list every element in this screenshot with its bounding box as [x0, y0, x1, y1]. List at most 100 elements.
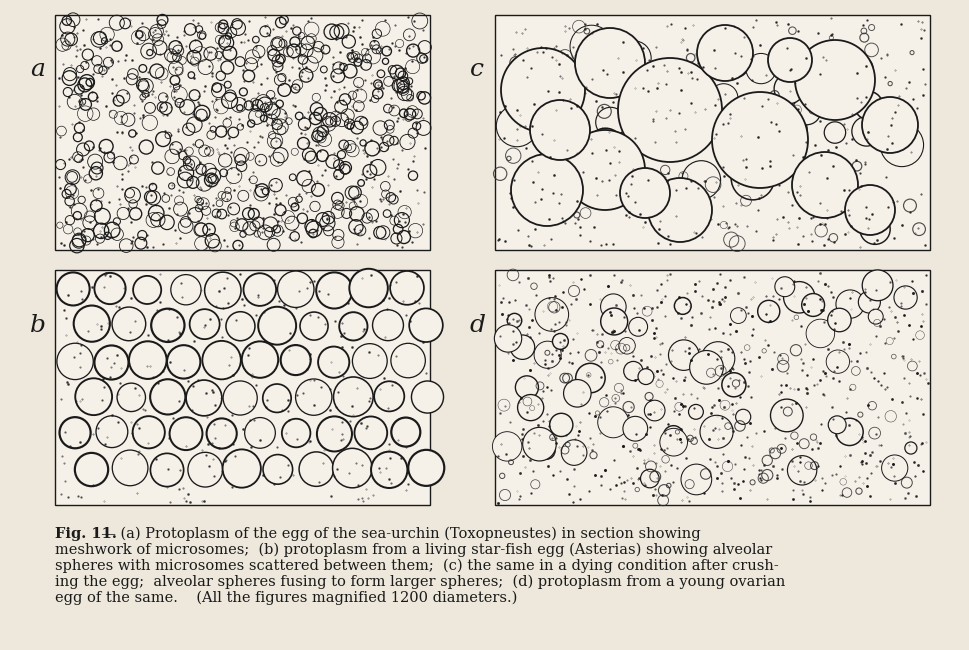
Circle shape	[94, 345, 128, 380]
Circle shape	[371, 452, 407, 488]
Circle shape	[409, 308, 443, 342]
Circle shape	[735, 410, 750, 424]
Circle shape	[619, 168, 670, 218]
Circle shape	[600, 308, 627, 335]
Circle shape	[316, 272, 352, 309]
Circle shape	[784, 63, 819, 98]
Circle shape	[56, 272, 89, 305]
Bar	[494, 270, 929, 505]
Circle shape	[129, 341, 167, 379]
Circle shape	[318, 346, 349, 378]
Circle shape	[680, 464, 711, 495]
Text: c: c	[470, 58, 484, 81]
Circle shape	[112, 450, 148, 486]
Circle shape	[844, 185, 894, 235]
Circle shape	[298, 452, 333, 486]
Circle shape	[730, 307, 745, 324]
Circle shape	[575, 363, 605, 393]
Circle shape	[668, 340, 699, 370]
Circle shape	[241, 341, 278, 378]
Circle shape	[881, 455, 907, 481]
Text: spheres with microsomes scattered between them;  (c) the same in a dying conditi: spheres with microsomes scattered betwee…	[55, 559, 778, 573]
Circle shape	[206, 419, 236, 448]
Circle shape	[803, 50, 833, 81]
Circle shape	[805, 319, 833, 348]
Circle shape	[258, 307, 296, 345]
Circle shape	[94, 273, 126, 304]
Circle shape	[867, 309, 883, 324]
Circle shape	[697, 25, 752, 81]
Circle shape	[226, 312, 255, 341]
Circle shape	[171, 274, 201, 305]
Circle shape	[492, 432, 521, 461]
Circle shape	[391, 417, 420, 447]
Circle shape	[893, 286, 917, 309]
Circle shape	[374, 382, 404, 411]
Circle shape	[96, 416, 128, 448]
Circle shape	[791, 152, 858, 218]
Circle shape	[150, 379, 185, 415]
Circle shape	[529, 100, 589, 160]
Circle shape	[745, 53, 775, 84]
Circle shape	[663, 426, 683, 446]
Circle shape	[561, 440, 586, 465]
Circle shape	[282, 419, 310, 447]
Circle shape	[826, 350, 849, 373]
Circle shape	[643, 400, 665, 421]
Circle shape	[681, 161, 720, 200]
Circle shape	[391, 343, 425, 378]
Text: — (a) Protoplasm of the egg of the sea-urchin (Toxopneustes) in section showing: — (a) Protoplasm of the egg of the sea-u…	[55, 527, 700, 541]
Circle shape	[522, 427, 555, 461]
Circle shape	[764, 108, 806, 151]
Circle shape	[575, 28, 644, 98]
Circle shape	[76, 378, 112, 415]
Circle shape	[773, 73, 803, 103]
Bar	[55, 15, 429, 250]
Bar	[55, 270, 429, 505]
Circle shape	[517, 395, 544, 421]
Text: Fig. 11.: Fig. 11.	[55, 527, 116, 541]
Circle shape	[628, 317, 647, 336]
Circle shape	[75, 453, 109, 486]
Circle shape	[564, 130, 644, 210]
Circle shape	[133, 416, 165, 448]
Circle shape	[552, 333, 568, 349]
Circle shape	[500, 48, 584, 132]
Circle shape	[824, 122, 845, 143]
Circle shape	[659, 428, 687, 456]
Circle shape	[801, 294, 824, 317]
Circle shape	[57, 343, 93, 380]
Circle shape	[280, 345, 310, 375]
Circle shape	[638, 369, 653, 385]
Circle shape	[390, 271, 423, 305]
Circle shape	[767, 38, 811, 82]
Circle shape	[189, 309, 219, 339]
Circle shape	[832, 67, 870, 105]
Circle shape	[277, 271, 314, 307]
Circle shape	[700, 415, 733, 448]
Circle shape	[787, 456, 816, 485]
Circle shape	[349, 269, 388, 307]
Circle shape	[263, 384, 291, 413]
Circle shape	[708, 84, 737, 112]
Circle shape	[640, 469, 658, 488]
Circle shape	[411, 381, 443, 413]
Circle shape	[769, 399, 802, 432]
Circle shape	[530, 90, 553, 114]
Text: a: a	[30, 58, 45, 81]
Text: meshwork of microsomes;  (b) protoplasm from a living star-fish egg (Asterias) s: meshwork of microsomes; (b) protoplasm f…	[55, 543, 771, 558]
Circle shape	[852, 58, 872, 78]
Circle shape	[204, 272, 240, 309]
Circle shape	[757, 300, 779, 322]
Circle shape	[515, 376, 538, 399]
Circle shape	[408, 450, 444, 486]
Circle shape	[600, 294, 626, 319]
Circle shape	[563, 380, 590, 407]
Circle shape	[534, 341, 561, 369]
Circle shape	[223, 381, 257, 415]
Circle shape	[795, 40, 874, 120]
Circle shape	[511, 154, 582, 226]
Circle shape	[339, 312, 367, 341]
Circle shape	[673, 298, 691, 315]
Text: ing the egg;  alveolar spheres fusing to form larger spheres;  (d) protoplasm fr: ing the egg; alveolar spheres fusing to …	[55, 575, 785, 590]
